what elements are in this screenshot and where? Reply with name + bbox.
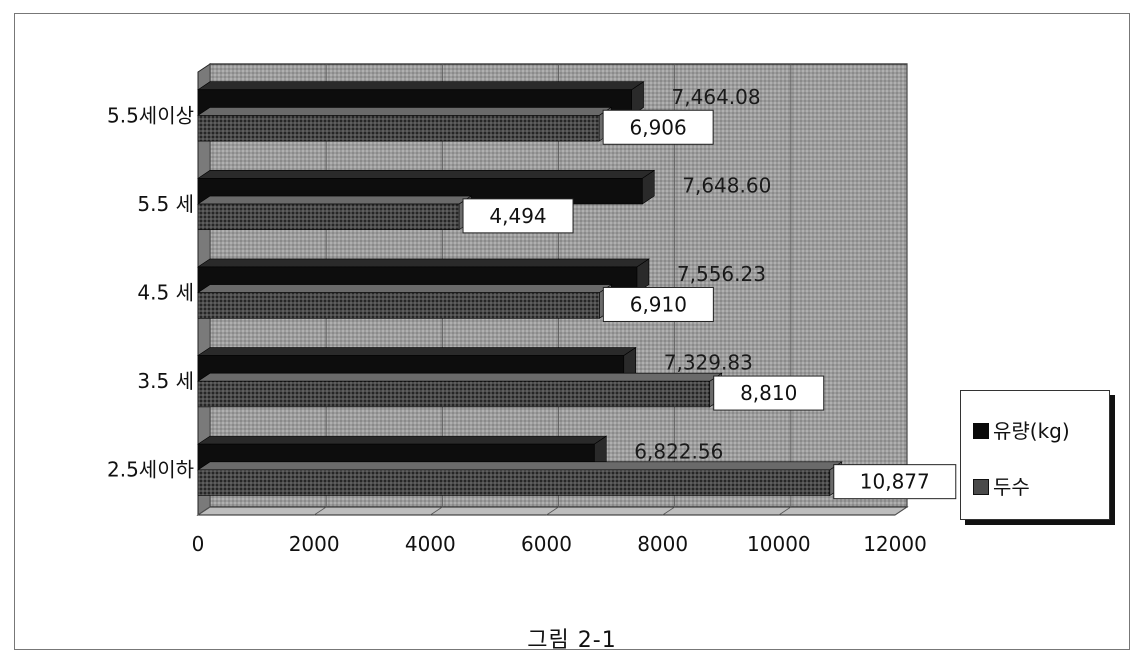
floor-gridline — [546, 506, 559, 516]
category-label-1: 5.5 세 — [137, 192, 194, 216]
floor-gridline — [894, 506, 908, 516]
data-label-box-head-count-1 — [462, 198, 574, 234]
data-label-box-head-count-0 — [602, 109, 714, 145]
floor-gridline — [430, 506, 443, 516]
x-tick-label-0: 0 — [192, 532, 205, 556]
chart-frame — [14, 13, 1130, 650]
x-tick-label-5: 10000 — [747, 532, 811, 556]
category-label-3: 3.5 세 — [137, 369, 194, 393]
legend-swatch-head-count — [973, 479, 989, 495]
bar-head-count-4 — [197, 469, 831, 496]
data-label-milk-yield-1: 7,648.60 — [682, 173, 771, 197]
bar-top-0-0 — [197, 81, 645, 91]
bar-top-1-0 — [197, 107, 613, 116]
data-label-head-count-2: 6,910 — [630, 292, 687, 316]
bar-head-count-2 — [197, 292, 600, 319]
legend-label-head-count: 두수 — [993, 475, 1030, 499]
category-label-2: 4.5 세 — [137, 281, 194, 305]
data-label-box-head-count-3 — [713, 375, 825, 411]
floor-gridline — [197, 506, 211, 516]
floor-gridline — [778, 506, 792, 516]
bar-top-0-2 — [197, 258, 650, 268]
bar-top-1-3 — [197, 372, 723, 382]
legend-item-milk-yield: 유량(kg) — [973, 415, 1070, 444]
data-label-head-count-4: 10,877 — [860, 470, 930, 494]
bar-top-1-4 — [197, 461, 843, 471]
x-tick-label-6: 12000 — [863, 532, 927, 556]
x-tick-label-3: 6000 — [521, 532, 572, 556]
category-label-0: 5.5세이상 — [107, 103, 194, 127]
legend-label-milk-yield: 유량(kg) — [993, 419, 1070, 443]
bar-top-1-2 — [197, 284, 613, 293]
floor-gridline — [313, 506, 327, 516]
data-label-milk-yield-2: 7,556.23 — [677, 262, 766, 286]
bar-top-0-3 — [197, 347, 637, 356]
data-label-head-count-0: 6,906 — [629, 115, 686, 139]
floor-gridline — [662, 506, 675, 516]
legend: 유량(kg) 두수 — [960, 390, 1110, 520]
x-tick-label-2: 4000 — [405, 532, 456, 556]
data-label-box-head-count-2 — [602, 286, 714, 322]
bar-head-count-1 — [197, 203, 460, 231]
bar-top-0-4 — [197, 435, 608, 445]
x-tick-label-1: 2000 — [289, 532, 340, 556]
data-label-head-count-1: 4,494 — [489, 204, 546, 228]
bar-head-count-3 — [197, 380, 711, 408]
x-tick-label-4: 8000 — [637, 532, 688, 556]
category-label-4: 2.5세이하 — [107, 458, 194, 482]
data-label-box-head-count-4 — [833, 464, 957, 500]
data-label-milk-yield-3: 7,329.83 — [664, 351, 753, 375]
bar-top-0-1 — [197, 170, 656, 179]
legend-item-head-count: 두수 — [973, 471, 1030, 500]
figure-caption: 그림 2-1 — [527, 628, 617, 653]
bar-top-1-1 — [197, 195, 473, 205]
data-label-milk-yield-0: 7,464.08 — [672, 85, 761, 109]
data-label-head-count-3: 8,810 — [740, 381, 797, 405]
bar-head-count-0 — [197, 115, 600, 142]
legend-swatch-milk-yield — [973, 423, 989, 439]
data-label-milk-yield-4: 6,822.56 — [634, 439, 723, 463]
